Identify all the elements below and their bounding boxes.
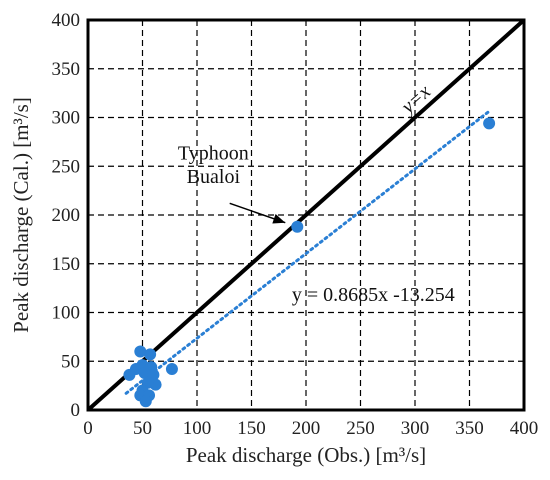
tick-labels: 0 50 100 150 200 250 300 350 400 0 50 100 150 200 250 3… bbox=[52, 10, 539, 439]
x-tick-label: 350 bbox=[455, 418, 484, 439]
y-tick-label: 0 bbox=[71, 400, 81, 421]
x-tick-label: 150 bbox=[237, 418, 266, 439]
regression-line bbox=[124, 109, 491, 395]
y-tick-label: 350 bbox=[52, 59, 81, 80]
x-tick-label: 250 bbox=[346, 418, 375, 439]
y-tick-label: 150 bbox=[52, 254, 81, 275]
plot-frame bbox=[86, 18, 526, 412]
x-tick-label: 300 bbox=[401, 418, 430, 439]
annotation-typhoon-line1: Typhoon bbox=[178, 142, 249, 164]
regression-line-layer bbox=[124, 109, 491, 395]
y-axis-label: Peak discharge (Cal.) [m³/s] bbox=[9, 97, 33, 333]
x-tick-label: 100 bbox=[183, 418, 212, 439]
identity-line-label: y=x bbox=[396, 81, 436, 120]
annotation-typhoon-line2: Bualoi bbox=[187, 166, 241, 188]
data-point bbox=[139, 395, 152, 408]
data-point bbox=[165, 363, 178, 376]
regression-equation: y = 0.8685x -13.254 bbox=[292, 284, 455, 306]
data-point bbox=[483, 117, 496, 130]
y-tick-label: 200 bbox=[52, 205, 81, 226]
y-tick-label: 400 bbox=[52, 10, 81, 31]
data-points bbox=[123, 117, 496, 408]
data-point bbox=[134, 345, 147, 358]
y-tick-label: 100 bbox=[52, 303, 81, 324]
data-point bbox=[291, 220, 304, 233]
y-tick-label: 300 bbox=[52, 108, 81, 129]
x-tick-label: 0 bbox=[83, 418, 93, 439]
annotation-arrowhead bbox=[272, 214, 286, 224]
x-tick-label: 400 bbox=[510, 418, 539, 439]
x-tick-label: 200 bbox=[292, 418, 321, 439]
data-point bbox=[144, 348, 157, 361]
x-axis-label: Peak discharge (Obs.) [m³/s] bbox=[186, 443, 426, 467]
y-tick-label: 50 bbox=[61, 351, 80, 372]
identity-line-layer bbox=[86, 18, 526, 412]
x-tick-label: 50 bbox=[133, 418, 152, 439]
identity-line bbox=[86, 18, 526, 412]
y-tick-label: 250 bbox=[52, 156, 81, 177]
grid-lines bbox=[88, 20, 524, 410]
